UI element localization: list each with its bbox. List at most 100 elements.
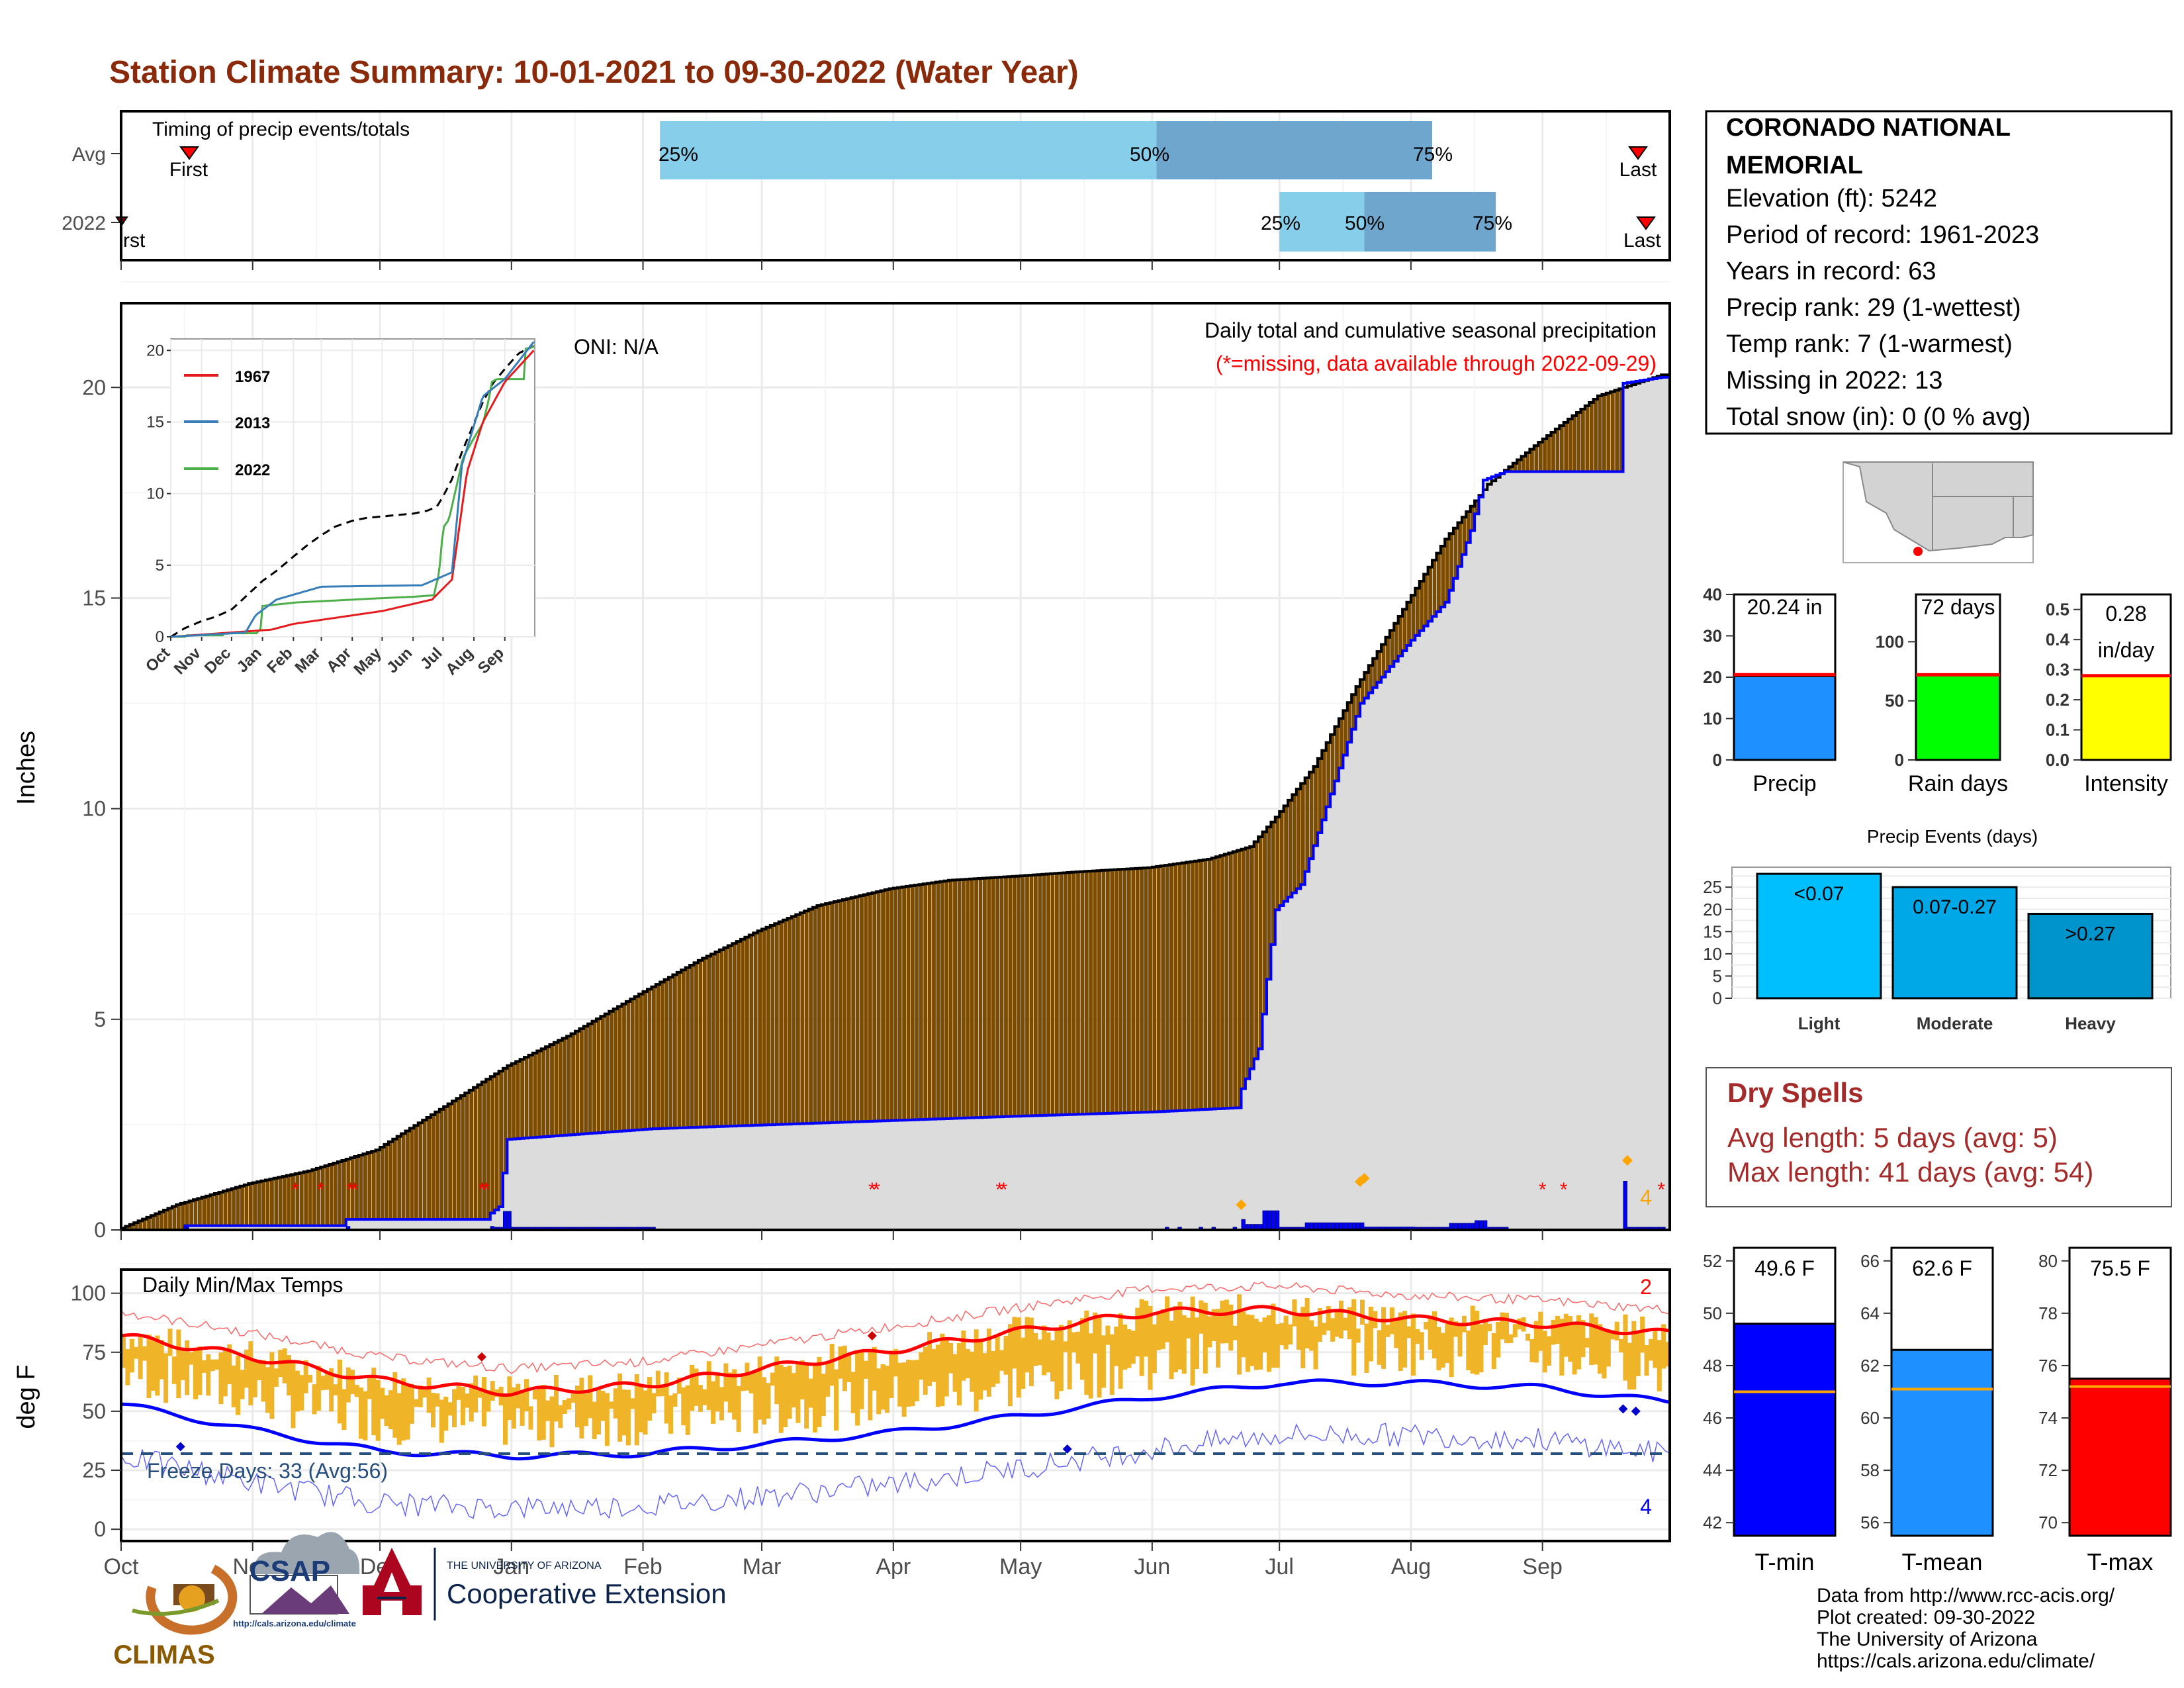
daily-temp-bar	[757, 1356, 762, 1420]
daily-temp-bar	[299, 1375, 304, 1411]
daily-temp-bar	[1084, 1310, 1089, 1395]
daily-temp-bar	[1232, 1325, 1238, 1340]
daily-temp-bar	[668, 1395, 674, 1434]
record-low-count: 4	[1640, 1495, 1652, 1519]
daily-temp-bar	[1181, 1315, 1187, 1374]
daily-temp-bar	[1054, 1330, 1060, 1399]
events-bar	[2027, 912, 2154, 1000]
daily-temp-bar	[541, 1385, 546, 1440]
missing-day-star: *	[346, 1179, 354, 1201]
heavy-event-diamond	[1359, 1173, 1370, 1184]
daily-temp-bar	[974, 1329, 979, 1412]
daily-temp-bar	[570, 1393, 576, 1403]
daily-temp-bar	[736, 1385, 741, 1432]
footer-line1: Data from http://www.rcc-acis.org/	[1817, 1585, 2115, 1607]
mini-bar-tick-label: 56	[1860, 1513, 1880, 1532]
daily-temp-bar	[655, 1370, 660, 1397]
mini-bar-tick-label: 0.5	[2046, 600, 2070, 620]
daily-temp-bar	[838, 1346, 843, 1379]
mini-bar-category-label: Rain days	[1908, 771, 2008, 796]
daily-temp-bar	[1406, 1326, 1412, 1338]
freeze-days-label: Freeze Days: 33 (Avg:56)	[147, 1459, 388, 1483]
timing-2022-25-label: 25%	[1261, 212, 1300, 234]
daily-temp-bar	[931, 1348, 936, 1382]
ua-logo-small-text: THE UNIVERSITY OF ARIZONA	[447, 1560, 602, 1571]
daily-temp-bar	[248, 1341, 253, 1405]
tmax-bar: 70 72 74 76 78 80 75.5 F T-max	[2038, 1246, 2172, 1575]
daily-temp-bar	[1186, 1317, 1191, 1338]
mini-bar-tick-label: 0	[1895, 750, 1904, 770]
events-bar	[1756, 872, 1882, 1000]
mini-bar-fill	[1733, 1323, 1837, 1537]
daily-temp-bar	[901, 1362, 907, 1417]
daily-temp-bar	[532, 1389, 537, 1400]
timing-label: Timing of precip events/totals	[152, 118, 410, 140]
daily-temp-bar	[1475, 1311, 1480, 1375]
mini-bar-tick-label: 0.2	[2046, 690, 2070, 710]
daily-temp-bar	[405, 1385, 410, 1440]
daily-temp-bar	[889, 1350, 894, 1399]
daily-temp-bar	[914, 1360, 919, 1401]
daily-temp-bar	[359, 1387, 364, 1439]
timing-avg-25-label: 25%	[659, 144, 698, 165]
daily-temp-bar	[244, 1349, 249, 1388]
daily-temp-bar	[804, 1362, 809, 1429]
daily-temp-bar	[1644, 1344, 1649, 1376]
cumulative-2022-line	[121, 376, 1670, 1231]
temp-record-marker	[175, 1442, 185, 1452]
daily-temp-bar	[185, 1340, 190, 1395]
inset-y-tick-label: 10	[146, 485, 164, 503]
daily-temp-bar	[676, 1378, 682, 1394]
daily-temp-bar	[210, 1359, 215, 1372]
daily-precip-bar	[507, 1211, 512, 1231]
daily-temp-bar	[460, 1387, 465, 1426]
daily-temp-bar	[1220, 1300, 1225, 1344]
daily-temp-bar	[469, 1383, 474, 1422]
timing-avg-50-label: 50%	[1130, 144, 1169, 165]
daily-temp-bar	[630, 1398, 635, 1409]
dry-spells-title: Dry Spells	[1727, 1077, 1863, 1108]
daily-temp-bar	[1211, 1309, 1216, 1341]
daily-temp-bar	[1635, 1332, 1641, 1376]
month-tick-label: Jan	[493, 1554, 529, 1579]
daily-temp-bar	[1079, 1318, 1085, 1380]
daily-temp-bar	[1317, 1307, 1322, 1342]
daily-temp-bar	[1296, 1314, 1301, 1350]
temp-record-marker	[1618, 1404, 1628, 1414]
daily-temp-bar	[520, 1391, 525, 1426]
missing-day-star: *	[1560, 1179, 1568, 1201]
daily-temp-bar	[1487, 1323, 1492, 1332]
daily-temp-bar	[821, 1374, 826, 1417]
daily-temp-bar	[1436, 1327, 1441, 1371]
daily-temp-bar	[1598, 1324, 1603, 1374]
daily-temp-bar	[452, 1389, 457, 1428]
daily-temp-bar	[812, 1362, 817, 1432]
daily-temp-bar	[486, 1390, 491, 1412]
daily-temp-bar	[222, 1348, 228, 1397]
daily-temp-bar	[549, 1396, 555, 1448]
mini-bar-tick-label: 44	[1703, 1460, 1722, 1480]
daily-temp-bar	[1479, 1324, 1484, 1373]
mini-bar-tick-label: 62	[1860, 1356, 1880, 1376]
tmin-bar: 42 44 46 48 50 52 49.6 F T-min	[1703, 1246, 1837, 1575]
daily-temp-bar	[1470, 1305, 1475, 1374]
daily-temp-bar	[1580, 1320, 1586, 1358]
daily-temp-bar	[553, 1375, 559, 1422]
month-tick-label: Feb	[623, 1554, 662, 1579]
events-title: Precip Events (days)	[1867, 826, 2038, 847]
daily-temp-bar	[121, 1336, 126, 1368]
daily-precip-bar	[1241, 1219, 1246, 1231]
daily-temp-bar	[490, 1381, 495, 1401]
daily-temp-bar	[1007, 1324, 1013, 1407]
dry-spells-box: Dry Spells Avg length: 5 days (avg: 5) M…	[1706, 1067, 2172, 1207]
daily-temp-bar	[1165, 1296, 1170, 1342]
daily-temp-bar	[443, 1396, 449, 1431]
inset-line-2013	[170, 341, 535, 638]
intensity-bar: 0.0 0.1 0.2 0.3 0.4 0.5 0.28 in/day Intensity	[2046, 593, 2172, 796]
inset-legend: 1967 2013 2022	[184, 368, 270, 479]
daily-temp-bar	[481, 1377, 486, 1427]
mini-bar-category-label: T-max	[2087, 1548, 2153, 1575]
daily-temp-bar	[1169, 1321, 1174, 1380]
page-title: Station Climate Summary: 10-01-2021 to 0…	[109, 55, 1079, 90]
